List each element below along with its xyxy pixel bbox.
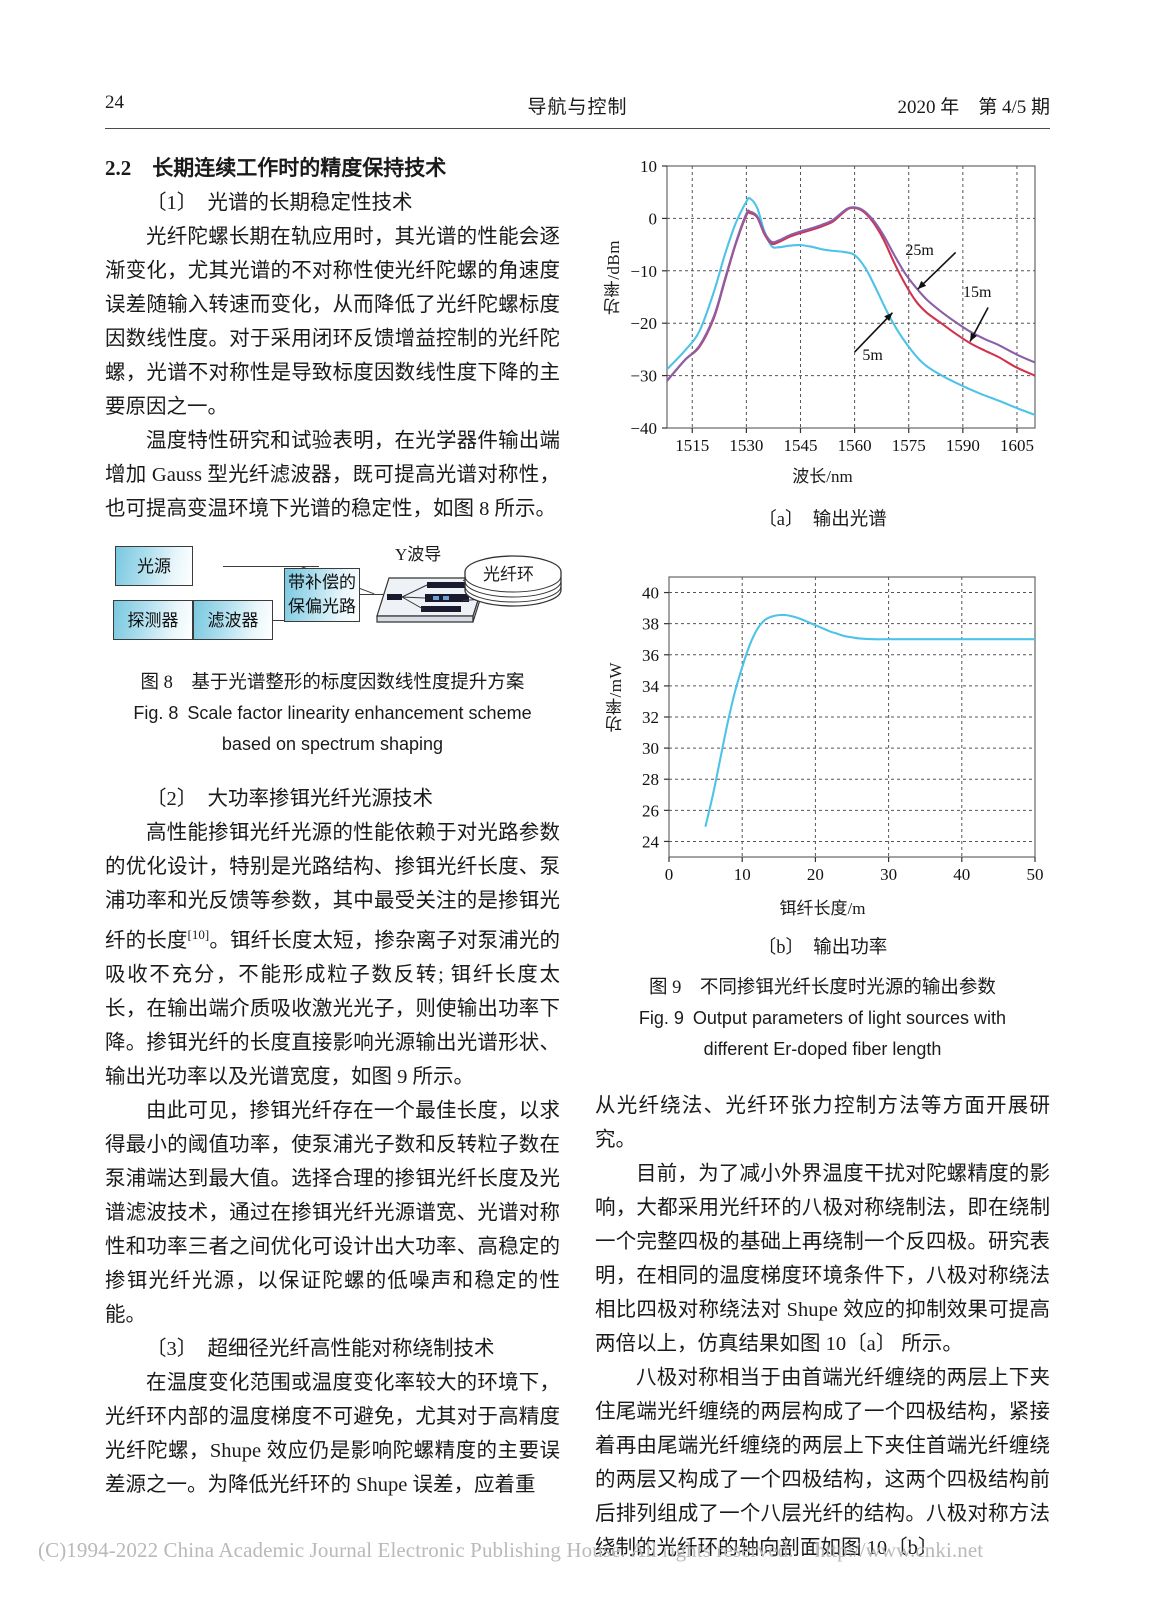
page-header: 24 导航与控制 2020 年 第 4/5 期	[105, 92, 1050, 128]
journal-title: 导航与控制	[527, 97, 628, 118]
svg-text:34: 34	[642, 677, 660, 696]
line-source-to-pm	[223, 566, 319, 568]
chart-output-spectrum: 1515 1530 1545 1560 1575 1590 1605 −40 −30 −20 −10…	[595, 150, 1050, 460]
svg-text:36: 36	[642, 646, 659, 665]
header-divider	[105, 128, 1050, 129]
output-spectrum-plot: 1515 1530 1545 1560 1575 1590 1605 −40 −30 −20 −10…	[630, 157, 1036, 455]
svg-text:−40: −40	[630, 419, 657, 438]
svg-text:25m: 25m	[905, 242, 934, 259]
chart-output-power: 0 10 20 30 40 50 24 26 28 30 32 34 36 38 40 功率/mW	[595, 557, 1050, 892]
page-number: 24	[105, 92, 124, 113]
sub-heading-3: 〔3〕 超细径光纤高性能对称绕制技术	[146, 1337, 495, 1360]
svg-text:1605: 1605	[1000, 436, 1034, 455]
figure-8-caption-cn: 图 8 基于光谱整形的标度因数线性度提升方案	[140, 673, 525, 693]
svg-text:1545: 1545	[783, 436, 817, 455]
paragraph-3: 高性能掺铒光纤光源的性能依赖于对光路参数的优化设计，特别是光路结构、掺铒光纤长度…	[105, 816, 560, 1094]
citation-ref-10: [10]	[187, 927, 210, 942]
svg-text:1515: 1515	[675, 436, 709, 455]
svg-text:1530: 1530	[729, 436, 763, 455]
svg-text:15m: 15m	[963, 284, 992, 301]
block-pm-circuit-label-line2: 保偏光路	[288, 597, 356, 616]
svg-text:30: 30	[880, 865, 897, 884]
svg-text:26: 26	[642, 801, 659, 820]
power-x-axis-label: 铒纤长度/m	[779, 899, 866, 918]
line-filter-out	[257, 620, 302, 622]
svg-text:10: 10	[734, 865, 751, 884]
svg-text:0: 0	[665, 865, 674, 884]
sub-heading-2: 〔2〕 大功率掺铒光纤光源技术	[146, 788, 433, 810]
figure-9-caption-cn: 图 9 不同掺铒光纤长度时光源的输出参数	[649, 978, 996, 998]
svg-text:−20: −20	[630, 314, 657, 333]
block-compensated-pm-circuit: 带补偿的 保偏光路	[284, 568, 360, 622]
svg-text:−30: −30	[630, 367, 657, 386]
svg-text:38: 38	[642, 615, 659, 634]
figure-9-caption-en-line1: Fig. 9 Output parameters of light source…	[638, 1008, 1007, 1028]
copyright-footer: (C)1994-2022 China Academic Journal Elec…	[38, 1538, 984, 1562]
svg-text:30: 30	[642, 739, 659, 758]
block-detector-label: 探测器	[127, 610, 179, 630]
right-paragraph-3: 八极对称相当于由首端光纤缠绕的两层上下夹住尾端光纤缠绕的两层构成了一个四极结构，…	[595, 1367, 1050, 1559]
paragraph-1: 光纤陀螺长期在轨应用时，其光谱的性能会逐渐变化，尤其光谱的不对称性使光纤陀螺的角…	[105, 226, 560, 418]
svg-text:1575: 1575	[892, 436, 926, 455]
output-power-plot: 0 10 20 30 40 50 24 26 28 30 32 34 36 38 40	[642, 576, 1044, 884]
left-column: 2.2 长期连续工作时的精度保持技术 〔1〕 光谱的长期稳定性技术 光纤陀螺长期…	[105, 150, 562, 1502]
paragraph-4: 由此可见，掺铒光纤存在一个最佳长度，以求得最小的阈值功率，使泵浦光子数和反转粒子…	[105, 1099, 560, 1326]
svg-text:32: 32	[642, 708, 659, 727]
paragraph-3-part-b: 。铒纤长度太短，掺杂离子对泵浦光的吸收不充分，不能形成粒子数反转; 铒纤长度太长…	[105, 929, 561, 1088]
paragraph-3-part-a: 高性能掺铒光纤光源的性能依赖于对光路参数的优化设计，特别是光路结构、掺铒光纤长度…	[105, 822, 560, 952]
figure-9a-subcaption: 〔a〕 输出光谱	[758, 510, 887, 530]
figure-9b-subcaption: 〔b〕 输出功率	[757, 938, 888, 958]
block-detector: 探测器	[113, 600, 193, 640]
issue-info: 2020 年 第 4/5 期	[897, 97, 1050, 118]
block-filter-label: 滤波器	[207, 610, 259, 630]
svg-text:40: 40	[642, 584, 659, 603]
block-pm-circuit-label-line1: 带补偿的	[288, 573, 356, 592]
right-paragraph-1: 从光纤绕法、光纤环张力控制方法等方面开展研究。	[595, 1095, 1050, 1151]
svg-text:−10: −10	[630, 262, 657, 281]
svg-text:28: 28	[642, 770, 659, 789]
fiber-coil-label: 光纤环	[483, 565, 534, 584]
power-y-axis-label: 功率/mW	[606, 662, 625, 733]
section-heading: 2.2 长期连续工作时的精度保持技术	[105, 156, 447, 180]
svg-text:5m: 5m	[862, 347, 883, 364]
figure-9-caption-en-line2: different Er-doped fiber length	[703, 1039, 942, 1059]
svg-text:50: 50	[1027, 865, 1044, 884]
paragraph-5: 在温度变化范围或温度变化率较大的环境下，光纤环内部的温度梯度不可避免，尤其对于高…	[105, 1371, 560, 1496]
paragraph-2: 温度特性研究和试验表明，在光学器件输出端增加 Gauss 型光纤滤波器，既可提高…	[105, 430, 560, 520]
fiber-coil	[464, 555, 562, 607]
svg-text:0: 0	[649, 209, 658, 228]
svg-text:10: 10	[640, 157, 657, 176]
svg-text:20: 20	[807, 865, 824, 884]
spectrum-x-axis-label: 波长/nm	[792, 467, 853, 486]
sub-heading-1: 〔1〕 光谱的长期稳定性技术	[146, 192, 413, 214]
block-light-source-label: 光源	[137, 556, 171, 576]
svg-text:1560: 1560	[838, 436, 872, 455]
block-light-source: 光源	[115, 546, 193, 586]
block-filter: 滤波器	[193, 600, 273, 640]
svg-text:40: 40	[953, 865, 970, 884]
figure-8-caption-en-line2: based on spectrum shaping	[221, 734, 444, 754]
right-column: 1515 1530 1545 1560 1575 1590 1605 −40 −30 −20 −10…	[595, 150, 1050, 1565]
right-paragraph-2: 目前，为了减小外界温度干扰对陀螺精度的影响，大都采用光纤环的八极对称绕制法，即在…	[595, 1163, 1050, 1355]
svg-text:1590: 1590	[946, 436, 980, 455]
y-waveguide-label: Y波导	[395, 545, 442, 564]
figure-8-diagram: 光源 探测器 滤波器 带补偿的 保偏光路 Y波导	[105, 538, 562, 658]
svg-text:24: 24	[642, 832, 660, 851]
spectrum-y-axis-label: 功率/dBm	[604, 240, 623, 315]
line-pm-to-ywaveguide	[358, 594, 386, 596]
figure-8-caption-en-line1: Fig. 8 Scale factor linearity enhancemen…	[133, 703, 532, 723]
